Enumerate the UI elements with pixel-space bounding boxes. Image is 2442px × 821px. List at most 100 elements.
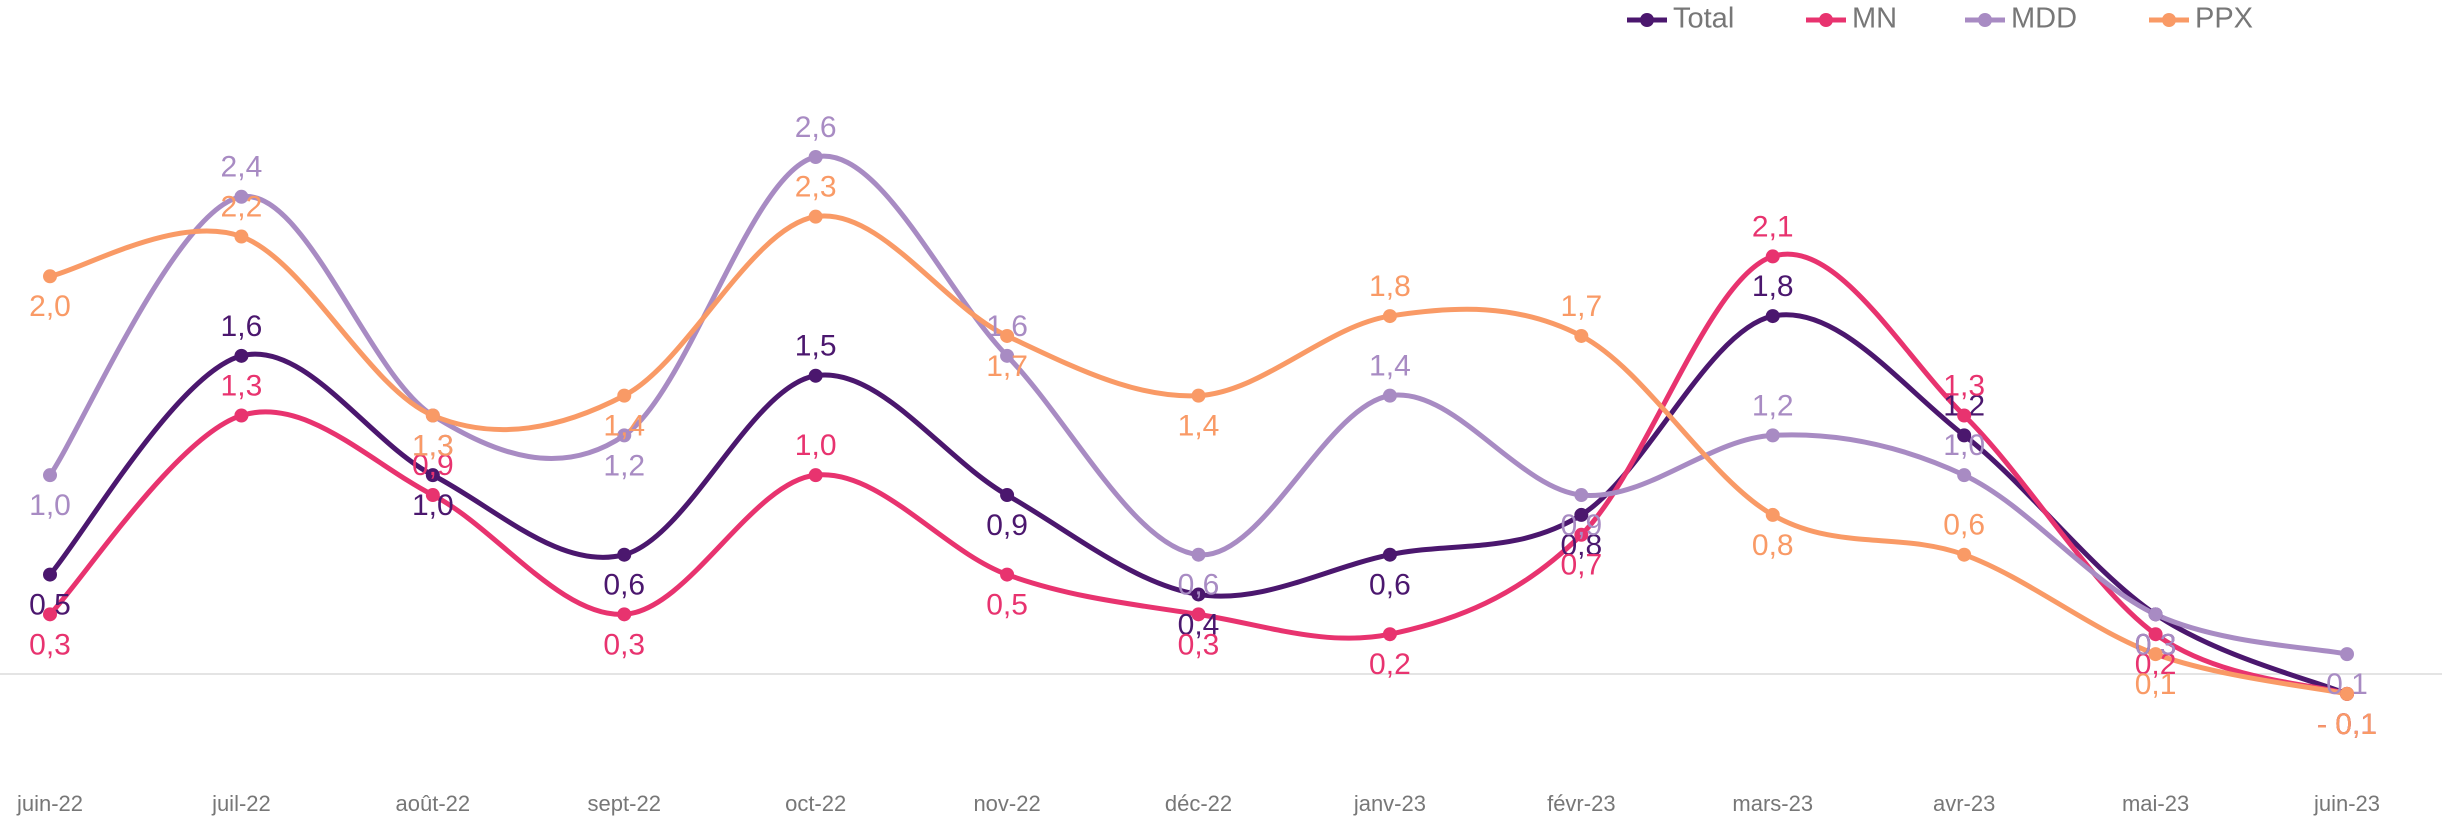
- legend-marker: [1978, 13, 1992, 27]
- data-point: [234, 408, 249, 423]
- data-point: [43, 607, 57, 622]
- data-point: [234, 189, 249, 204]
- data-label: 0,3: [1178, 628, 1220, 661]
- data-point: [1000, 488, 1015, 503]
- data-point: [1765, 309, 1780, 324]
- x-tick-label: juin-22: [16, 791, 83, 816]
- data-label: 1,8: [1369, 270, 1411, 303]
- data-label: 2,6: [795, 111, 837, 144]
- data-label: 2,2: [221, 190, 263, 223]
- data-label: 1,7: [1560, 290, 1602, 323]
- data-label: 0,9: [1560, 509, 1602, 542]
- data-label: 1,7: [986, 350, 1028, 383]
- data-point: [1191, 587, 1206, 602]
- data-point: [2340, 647, 2354, 662]
- data-point: [1382, 627, 1397, 642]
- data-point: [425, 468, 440, 483]
- data-label: - 0,1: [2317, 708, 2377, 741]
- data-point: [617, 547, 632, 562]
- data-point: [617, 428, 632, 443]
- x-tick-label: août-22: [396, 791, 471, 816]
- data-point: [1191, 547, 1206, 562]
- x-tick-label: oct-22: [785, 791, 846, 816]
- data-point: [1957, 408, 1972, 423]
- data-point: [1574, 488, 1589, 503]
- data-label: 1,3: [412, 429, 454, 462]
- data-point: [1957, 428, 1972, 443]
- data-point: [1000, 348, 1015, 363]
- data-point: [2148, 607, 2163, 622]
- data-point: [1191, 388, 1206, 403]
- legend-marker: [1640, 13, 1654, 27]
- x-tick-label: janv-23: [1353, 791, 1426, 816]
- legend-label: Total: [1673, 3, 1734, 35]
- x-tick-label: mars-23: [1732, 791, 1813, 816]
- data-label: 2,1: [1752, 210, 1794, 243]
- x-tick-label: juil-22: [211, 791, 271, 816]
- data-label: - 0,1: [2317, 708, 2377, 741]
- data-point: [1000, 567, 1015, 582]
- legend-label: PPX: [2195, 3, 2253, 35]
- data-label: 0,2: [1369, 648, 1411, 681]
- data-point: [234, 348, 249, 363]
- data-point: [425, 408, 440, 423]
- data-point: [1765, 507, 1780, 522]
- data-point: [1382, 388, 1397, 403]
- data-label: 0,9: [986, 509, 1028, 542]
- x-tick-label: sept-22: [588, 791, 661, 816]
- data-label: 1,2: [1752, 389, 1794, 422]
- data-label: 1,0: [29, 489, 71, 522]
- data-label: - 0,1: [2317, 708, 2377, 741]
- data-point: [1957, 468, 1972, 483]
- data-label: 1,0: [1943, 429, 1985, 462]
- data-point: [808, 468, 823, 483]
- data-point: [1574, 527, 1589, 542]
- data-point: [808, 368, 823, 383]
- data-label: 1,3: [412, 429, 454, 462]
- data-point: [1765, 428, 1780, 443]
- data-point: [1191, 607, 1206, 622]
- legend-marker: [1819, 13, 1833, 27]
- data-label: 0,8: [1752, 529, 1794, 562]
- data-label: 1,3: [221, 369, 263, 402]
- data-label: 1,8: [1752, 270, 1794, 303]
- data-label: 0,6: [603, 569, 645, 602]
- data-label: 1,3: [1943, 369, 1985, 402]
- data-point: [1382, 309, 1397, 324]
- data-point: [43, 269, 57, 284]
- data-label: 2,3: [795, 171, 837, 204]
- data-label: 1,6: [221, 310, 263, 343]
- series-line: [47, 153, 2348, 657]
- legend-marker: [2162, 13, 2176, 27]
- data-point: [617, 607, 632, 622]
- data-point: [2148, 647, 2163, 662]
- data-point: [808, 209, 823, 224]
- data-label: 1,4: [1369, 350, 1411, 383]
- data-label: 0,7: [1560, 549, 1602, 582]
- data-label: 0,5: [986, 588, 1028, 621]
- data-point: [1957, 547, 1972, 562]
- data-label: 0,6: [1178, 569, 1220, 602]
- x-tick-label: mai-23: [2122, 791, 2189, 816]
- legend-label: MN: [1852, 3, 1897, 35]
- data-point: [2340, 686, 2354, 701]
- x-tick-label: juin-23: [2313, 791, 2380, 816]
- data-point: [1000, 328, 1015, 343]
- x-tick-label: nov-22: [973, 791, 1040, 816]
- data-label: 0,6: [1369, 569, 1411, 602]
- data-point: [234, 229, 249, 244]
- x-tick-label: avr-23: [1933, 791, 1995, 816]
- data-point: [1574, 328, 1589, 343]
- data-label: 0,3: [29, 628, 71, 661]
- data-point: [1382, 547, 1397, 562]
- data-label: 0,6: [1943, 509, 1985, 542]
- data-point: [808, 150, 823, 164]
- data-point: [43, 567, 57, 582]
- data-label: 0,1: [2135, 668, 2177, 701]
- data-point: [1765, 249, 1780, 264]
- legend-label: MDD: [2011, 3, 2077, 35]
- data-point: [1574, 507, 1589, 522]
- data-point: [617, 388, 632, 403]
